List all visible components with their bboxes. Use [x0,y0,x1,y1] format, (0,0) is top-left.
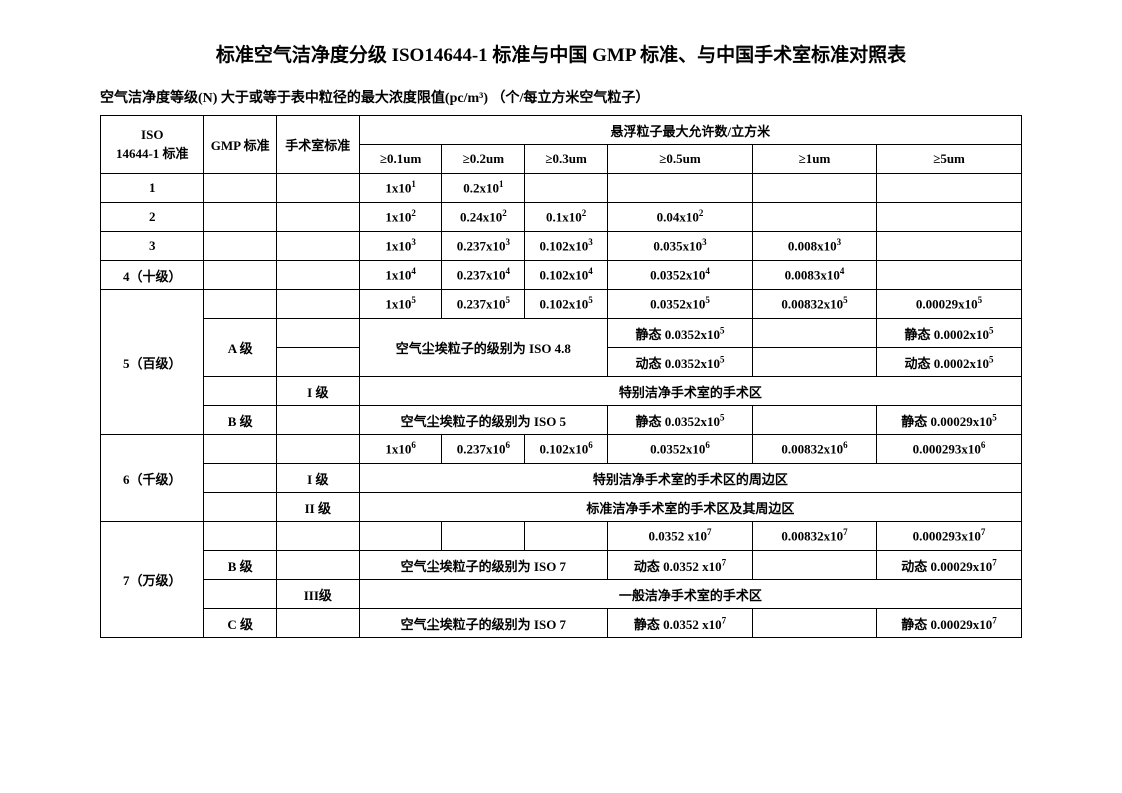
table-row: 2 1x102 0.24x102 0.1x102 0.04x102 [101,203,1022,232]
page-title: 标准空气洁净度分级 ISO14644-1 标准与中国 GMP 标准、与中国手术室… [100,40,1022,67]
header-01um: ≥0.1um [359,145,442,174]
table-row: A 级 空气尘埃粒子的级别为 ISO 4.8 静态 0.0352x105 静态 … [101,319,1022,348]
table-row: III级一般洁净手术室的手术区 [101,580,1022,609]
table-row: I 级特别洁净手术室的手术区的周边区 [101,464,1022,493]
header-iso: ISO14644-1 标准 [101,116,204,174]
table-row: 1 1x101 0.2x101 [101,174,1022,203]
comparison-table: ISO14644-1 标准 GMP 标准 手术室标准 悬浮粒子最大允许数/立方米… [100,115,1022,638]
table-row: C 级 空气尘埃粒子的级别为 ISO 7 静态 0.0352 x107 静态 0… [101,609,1022,638]
table-row: 3 1x103 0.237x103 0.102x103 0.035x103 0.… [101,232,1022,261]
table-row: 5（百级） 1x105 0.237x105 0.102x105 0.0352x1… [101,290,1022,319]
header-03um: ≥0.3um [525,145,608,174]
header-02um: ≥0.2um [442,145,525,174]
table-row: I 级 特别洁净手术室的手术区 [101,377,1022,406]
header-particles: 悬浮粒子最大允许数/立方米 [359,116,1021,145]
table-row: 4（十级） 1x104 0.237x104 0.102x104 0.0352x1… [101,261,1022,290]
table-row: 6（千级） 1x106 0.237x106 0.102x106 0.0352x1… [101,435,1022,464]
header-5um: ≥5um [877,145,1022,174]
table-row: B 级 空气尘埃粒子的级别为 ISO 5 静态 0.0352x105 静态 0.… [101,406,1022,435]
table-row: B 级 空气尘埃粒子的级别为 ISO 7 动态 0.0352 x107 动态 0… [101,551,1022,580]
header-1um: ≥1um [752,145,876,174]
header-op: 手术室标准 [276,116,359,174]
header-05um: ≥0.5um [608,145,753,174]
table-row: II 级标准洁净手术室的手术区及其周边区 [101,493,1022,522]
header-gmp: GMP 标准 [204,116,276,174]
page-subtitle: 空气洁净度等级(N) 大于或等于表中粒径的最大浓度限值(pc/m³) （个/每立… [100,87,1022,107]
table-row: 7（万级） 0.0352 x107 0.00832x107 0.000293x1… [101,522,1022,551]
